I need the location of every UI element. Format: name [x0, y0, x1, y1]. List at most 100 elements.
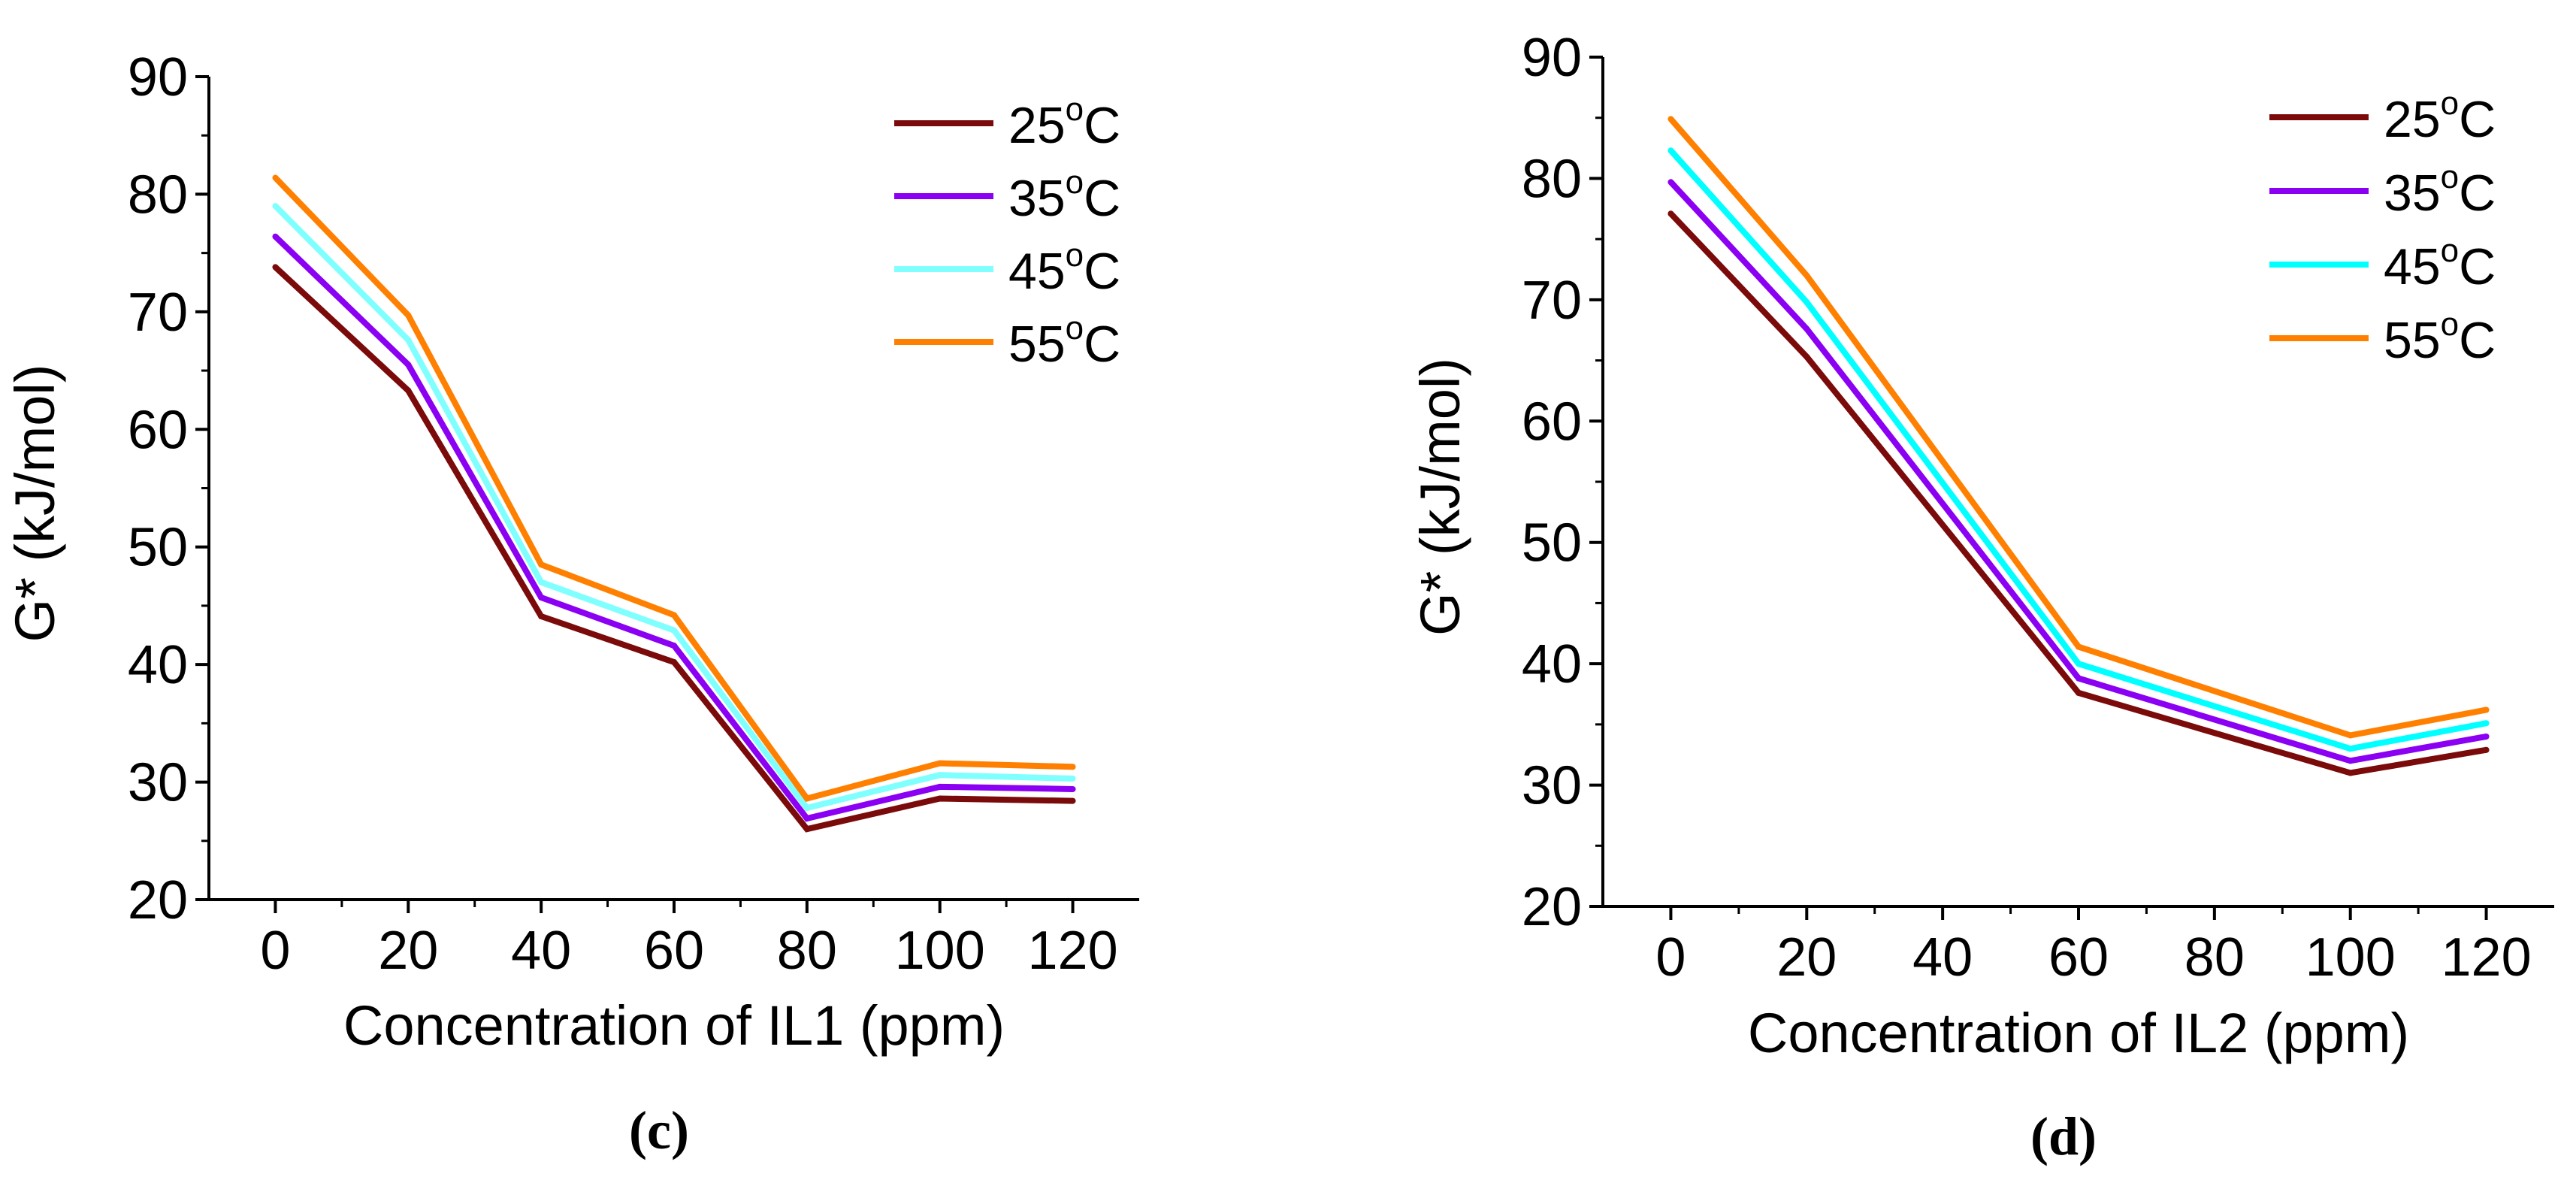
x-axis-title: Concentration of IL2 (ppm) — [1748, 1002, 2409, 1064]
legend-unit: C — [1084, 97, 1120, 154]
x-axis-title: Concentration of IL1 (ppm) — [343, 994, 1005, 1057]
y-tick-label: 90 — [1522, 28, 1582, 88]
data-point-55c — [1069, 764, 1076, 770]
y-axis-title: G* (kJ/mol) — [4, 365, 66, 643]
y-tick-label: 50 — [1522, 513, 1582, 573]
legend-degree-sign: o — [2441, 85, 2459, 122]
legend-label-25c: 25oC — [1008, 91, 1120, 154]
legend-temp-value: 25 — [1008, 97, 1066, 154]
data-point-55c — [2076, 643, 2082, 650]
data-point-55c — [936, 760, 943, 767]
legend-unit: C — [1084, 316, 1120, 373]
data-point-25c — [1667, 210, 1674, 217]
y-tick-label: 40 — [1522, 634, 1582, 694]
series-line-55c — [1668, 116, 2487, 739]
data-point-25c — [272, 264, 279, 271]
data-point-35c — [538, 594, 545, 601]
legend-temp-value: 45 — [1008, 243, 1066, 300]
data-point-25c — [936, 795, 943, 802]
x-tick-label: 100 — [2305, 927, 2396, 988]
y-tick-label: 80 — [128, 165, 188, 225]
panel-label: (d) — [2030, 1106, 2097, 1166]
legend-label-55c: 55oC — [2384, 306, 2496, 369]
legend-label-35c: 35oC — [1008, 164, 1120, 227]
data-point-25c — [1804, 353, 1810, 360]
x-tick-label: 0 — [260, 921, 290, 981]
x-tick-label: 60 — [2048, 927, 2109, 988]
data-point-55c — [272, 174, 279, 181]
data-point-35c — [803, 815, 810, 822]
data-point-55c — [1804, 272, 1810, 279]
y-tick-label: 90 — [128, 47, 188, 107]
legend-degree-sign: o — [1066, 310, 1084, 346]
legend-degree-sign: o — [1066, 164, 1084, 201]
x-tick-label: 80 — [2184, 927, 2245, 988]
legend-unit: C — [1084, 170, 1120, 227]
y-tick-label: 70 — [128, 283, 188, 343]
legend-temp-value: 55 — [2384, 312, 2441, 369]
legend-unit: C — [2459, 312, 2496, 369]
series-line-25c — [1668, 211, 2487, 776]
legend-temp-value: 45 — [2384, 238, 2441, 295]
legend-temp-value: 25 — [2384, 91, 2441, 148]
data-point-55c — [671, 612, 677, 619]
legend-unit: C — [2459, 238, 2496, 295]
data-point-35c — [936, 783, 943, 790]
legend-label-25c: 25oC — [2384, 85, 2496, 148]
legend-degree-sign: o — [1066, 237, 1084, 274]
y-tick-label: 60 — [128, 400, 188, 460]
data-point-45c — [936, 772, 943, 779]
series-line-45c — [1668, 148, 2487, 752]
x-tick-label: 120 — [2441, 927, 2532, 988]
data-point-45c — [1069, 775, 1076, 782]
data-point-25c — [1069, 797, 1076, 804]
data-point-35c — [272, 233, 279, 240]
x-tick-label: 40 — [511, 921, 571, 981]
data-point-55c — [2483, 706, 2490, 713]
data-point-45c — [2347, 746, 2354, 752]
y-tick-label: 20 — [128, 870, 188, 930]
legend-temp-value: 55 — [1008, 316, 1066, 373]
data-point-25c — [2076, 689, 2082, 696]
data-point-25c — [405, 387, 412, 394]
x-tick-label: 60 — [644, 921, 704, 981]
data-point-45c — [272, 203, 279, 210]
data-point-35c — [2483, 734, 2490, 740]
legend-degree-sign: o — [1066, 91, 1084, 128]
data-point-45c — [671, 627, 677, 634]
panel-label: (c) — [629, 1100, 689, 1160]
data-point-25c — [671, 659, 677, 666]
data-point-45c — [1804, 299, 1810, 306]
y-tick-label: 70 — [1522, 271, 1582, 331]
data-point-55c — [405, 312, 412, 319]
y-tick-label: 40 — [128, 635, 188, 695]
y-tick-label: 30 — [1522, 756, 1582, 816]
data-point-45c — [2483, 720, 2490, 727]
data-point-25c — [2483, 746, 2490, 753]
data-point-55c — [803, 795, 810, 802]
series-line-35c — [1668, 180, 2487, 764]
legend-degree-sign: o — [2441, 159, 2459, 195]
y-tick-label: 20 — [1522, 877, 1582, 937]
y-tick-label: 50 — [128, 518, 188, 578]
legend-label-55c: 55oC — [1008, 310, 1120, 373]
y-tick-label: 30 — [128, 753, 188, 813]
legend-degree-sign: o — [2441, 232, 2459, 269]
data-point-35c — [2347, 758, 2354, 764]
x-tick-label: 40 — [1912, 927, 1973, 988]
data-point-35c — [671, 643, 677, 649]
x-tick-label: 120 — [1028, 921, 1118, 981]
data-point-35c — [1804, 325, 1810, 332]
legend-label-45c: 45oC — [2384, 232, 2496, 295]
data-point-25c — [2347, 770, 2354, 776]
data-point-45c — [2076, 661, 2082, 667]
chart-panel-0: 20 30 40 50 60 70 80 90 0 20 40 60 80 100 120 Concentra… — [4, 47, 1139, 1160]
legend-unit: C — [1084, 243, 1120, 300]
data-point-45c — [405, 337, 412, 343]
data-point-35c — [1069, 785, 1076, 792]
y-axis-title: G* (kJ/mol) — [1409, 358, 1471, 636]
data-point-35c — [2076, 675, 2082, 682]
data-point-55c — [1667, 116, 1674, 123]
legend-temp-value: 35 — [1008, 170, 1066, 227]
